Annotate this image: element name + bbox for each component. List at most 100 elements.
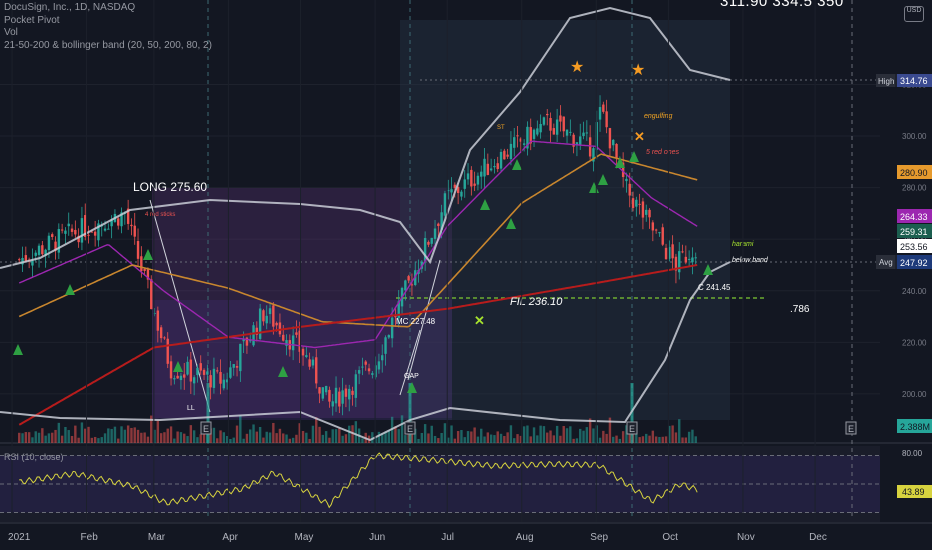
- ema-line: [18, 153, 698, 328]
- candle-body: [126, 208, 130, 224]
- svg-text:E: E: [407, 424, 413, 434]
- svg-text:314.76: 314.76: [900, 76, 928, 86]
- candle-body: [433, 228, 437, 239]
- candle-body: [272, 305, 275, 327]
- volume-bar: [598, 437, 602, 443]
- candle-body: [219, 372, 222, 384]
- annotation-ll: LL: [187, 405, 195, 412]
- volume-bar: [90, 437, 94, 443]
- svg-text:E: E: [848, 424, 854, 434]
- volume-bar: [645, 433, 648, 443]
- volume-bar: [262, 437, 265, 443]
- volume-bar: [397, 429, 400, 443]
- volume-bar: [522, 426, 526, 443]
- volume-bar: [24, 432, 28, 443]
- price-label-253: 253.56: [897, 239, 932, 253]
- volume-bar: [308, 438, 311, 443]
- volume-bar: [351, 425, 354, 443]
- indicator-moving-averages[interactable]: 21-50-200 & bollinger band (20, 50, 200,…: [4, 39, 212, 51]
- candle-body: [608, 128, 612, 149]
- volume-bar: [265, 431, 268, 443]
- pocket-pivot-triangle: [13, 344, 23, 355]
- candle-body: [407, 276, 410, 281]
- candle-body: [661, 227, 664, 245]
- volume-bar: [608, 417, 612, 443]
- volume-bar: [470, 431, 473, 443]
- price-label-avg: Avg 247.92: [876, 255, 932, 269]
- volume-bar: [331, 429, 334, 443]
- candle-body: [57, 229, 61, 253]
- volume-bar: [143, 432, 146, 443]
- candle-body: [60, 229, 64, 231]
- volume-bar: [301, 430, 305, 443]
- candle-body: [628, 183, 631, 196]
- price-tick-label: 280.00: [902, 184, 927, 193]
- candle-body: [192, 377, 196, 384]
- candle-body: [291, 335, 295, 351]
- earnings-markers: E E E E: [200, 421, 857, 435]
- candle-body: [136, 241, 140, 259]
- volume-bar: [324, 431, 328, 443]
- candle-body: [615, 143, 618, 158]
- volume-bar: [183, 433, 186, 443]
- volume-bar: [503, 436, 506, 443]
- candle-body: [635, 199, 638, 207]
- volume-bar: [433, 435, 437, 443]
- ema-line: [18, 264, 698, 426]
- volume-bar: [588, 418, 592, 443]
- volume-bar: [456, 431, 460, 443]
- annotation-fib: .786: [790, 304, 810, 315]
- volume-bar: [222, 432, 226, 443]
- volume-bar: [64, 426, 67, 443]
- candle-body: [338, 391, 341, 407]
- volume-bar: [100, 437, 103, 443]
- volume-bar: [57, 422, 61, 443]
- candle-body: [265, 315, 268, 324]
- rsi-indicator-label[interactable]: RSI (10, close): [4, 452, 64, 462]
- volume-bar: [291, 437, 295, 443]
- volume-bar: [621, 431, 625, 443]
- volume-bar: [694, 436, 697, 443]
- trendline-long: [149, 199, 211, 413]
- volume-bar: [176, 431, 179, 443]
- volume-bar: [430, 425, 433, 443]
- candle-body: [245, 337, 249, 346]
- symbol-title[interactable]: DocuSign, Inc., 1D, NASDAQ: [4, 2, 136, 13]
- volume-bar: [321, 434, 325, 443]
- candle-body: [466, 173, 470, 180]
- candle-body: [173, 378, 176, 380]
- volume-bar: [103, 433, 107, 443]
- volume-bar: [87, 426, 90, 443]
- bollinger-lower: [0, 261, 731, 442]
- bollinger-upper: [0, 6, 731, 269]
- volume-bar: [47, 433, 51, 443]
- volume-bar: [34, 431, 37, 443]
- indicator-volume[interactable]: Vol: [4, 27, 18, 38]
- volume-bar: [661, 436, 664, 443]
- candle-body: [572, 134, 575, 147]
- volume-bar: [249, 429, 252, 443]
- candle-body: [222, 379, 226, 389]
- candle-body: [602, 104, 605, 112]
- volume-bar: [278, 428, 282, 443]
- volume-bar: [77, 437, 80, 443]
- volume-bar: [612, 436, 615, 443]
- time-axis: 2021 Feb Mar Apr May Jun Jul Aug Sep Oct Nov Dec: [8, 0, 827, 543]
- volume-bar: [539, 425, 542, 443]
- candle-body: [625, 178, 628, 182]
- trade-zone-shade-lower: [152, 300, 452, 420]
- currency-badge[interactable]: USD: [904, 6, 924, 22]
- candle-body: [694, 257, 697, 259]
- candle-body: [654, 229, 658, 231]
- volume-bar: [153, 429, 156, 443]
- volume-spike: [206, 383, 210, 443]
- volume-bar: [120, 426, 123, 443]
- pocket-pivot-triangle: [173, 361, 183, 372]
- price-tick-label: 240.00: [902, 287, 927, 296]
- volume-bar: [648, 435, 651, 443]
- candle-body: [47, 235, 51, 251]
- volume-bar: [110, 428, 113, 443]
- volume-bar: [641, 436, 645, 443]
- indicator-pocket-pivot[interactable]: Pocket Pivot: [4, 14, 60, 26]
